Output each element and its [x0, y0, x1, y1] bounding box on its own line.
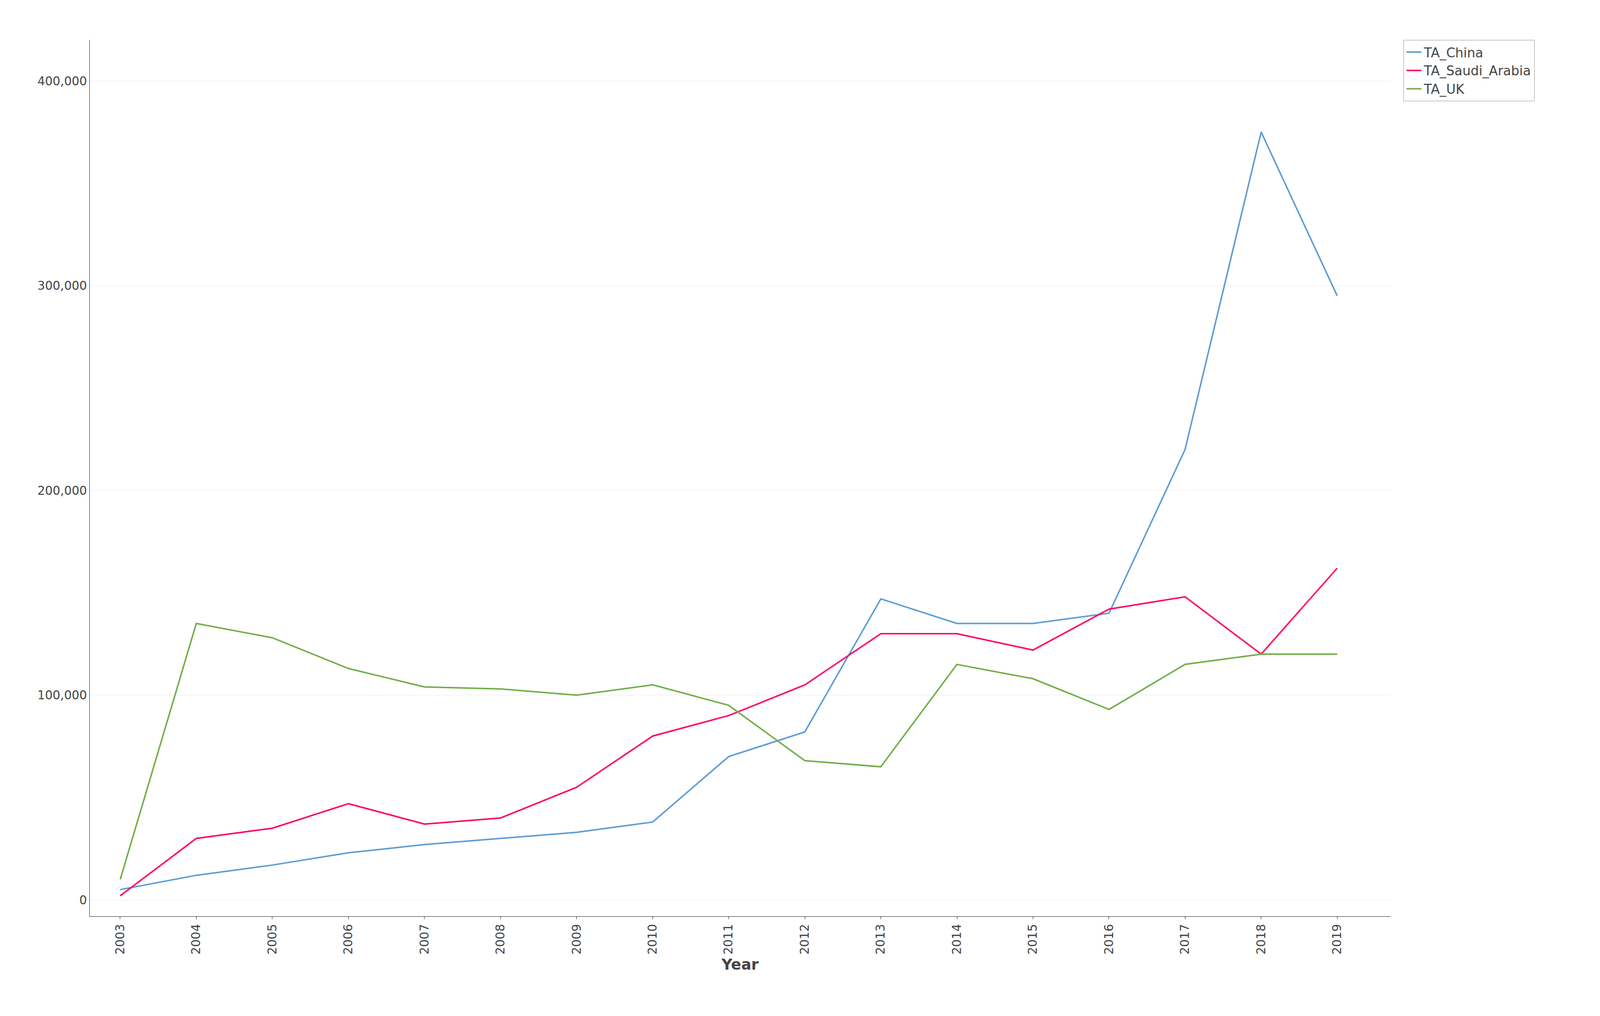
- svg-text:2016: 2016: [1102, 924, 1117, 955]
- svg-text:2018: 2018: [1254, 924, 1269, 955]
- svg-text:2007: 2007: [417, 924, 432, 955]
- svg-text:400,000: 400,000: [37, 74, 87, 89]
- svg-text:2011: 2011: [721, 924, 736, 955]
- svg-text:100,000: 100,000: [37, 688, 87, 703]
- svg-text:2008: 2008: [493, 924, 508, 955]
- svg-text:Year: Year: [720, 955, 759, 974]
- svg-text:2017: 2017: [1177, 924, 1192, 955]
- svg-text:TA_Saudi_Arabia: TA_Saudi_Arabia: [1423, 63, 1531, 79]
- svg-text:2013: 2013: [873, 924, 888, 955]
- svg-text:TA_China: TA_China: [1423, 45, 1484, 61]
- svg-text:TA_UK: TA_UK: [1423, 81, 1465, 97]
- svg-text:2005: 2005: [265, 924, 280, 955]
- svg-text:2004: 2004: [189, 924, 204, 955]
- svg-text:2015: 2015: [1025, 924, 1040, 955]
- svg-text:2010: 2010: [645, 924, 660, 955]
- svg-text:0: 0: [79, 893, 87, 908]
- svg-text:2006: 2006: [341, 924, 356, 955]
- svg-text:2012: 2012: [797, 924, 812, 955]
- svg-text:200,000: 200,000: [37, 483, 87, 498]
- svg-text:2019: 2019: [1330, 924, 1345, 955]
- svg-text:2003: 2003: [113, 924, 128, 955]
- svg-text:300,000: 300,000: [37, 278, 87, 293]
- svg-text:2014: 2014: [949, 924, 964, 955]
- svg-text:2009: 2009: [569, 924, 584, 955]
